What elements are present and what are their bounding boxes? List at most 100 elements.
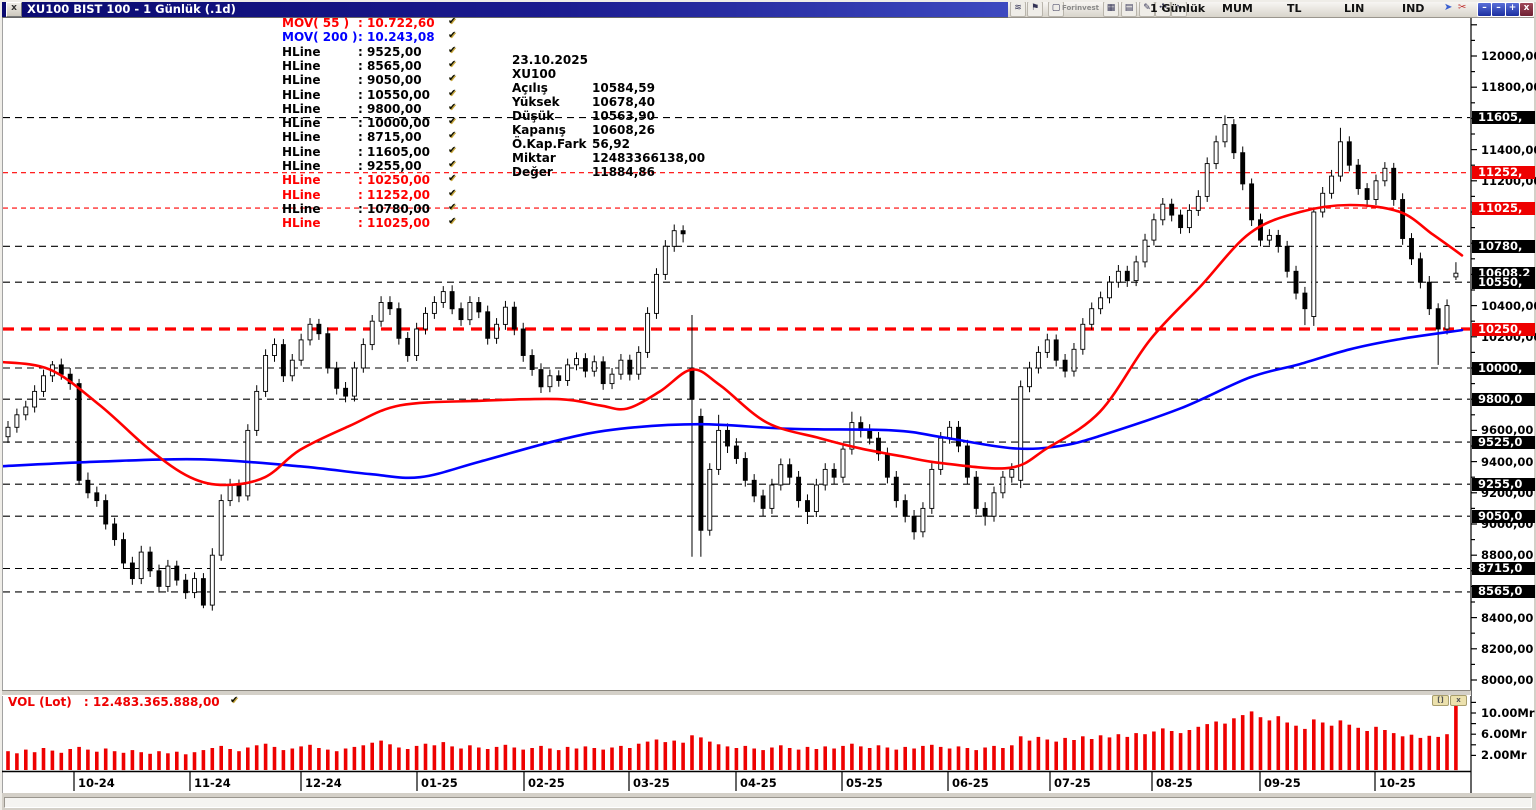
mixer-icon[interactable]: ≋ bbox=[1010, 1, 1026, 17]
tools-icon[interactable]: ✂ bbox=[1458, 2, 1467, 13]
axis-label: 8200,00 bbox=[1481, 641, 1534, 656]
toolbar: ≋ ⚑ ▢ ▦ ▤ ✎ ✣ ∿ Forinvest 1 Günlük MUM TL LIN IND ➤ ✂ – –… bbox=[1008, 0, 1534, 18]
volume-axis-label: 2.00Mr bbox=[1481, 748, 1527, 763]
hline-price-badge: 11252, bbox=[1472, 166, 1535, 180]
vol-restore-button[interactable]: [] bbox=[1432, 695, 1449, 706]
legend-check-icon[interactable]: ✔ bbox=[448, 216, 457, 228]
volume-axis-label: 10.00Mr bbox=[1481, 706, 1535, 720]
info-label: Ö.Kap.Fark bbox=[512, 137, 587, 151]
legend-check-icon[interactable]: ✔ bbox=[448, 30, 457, 42]
hline-price-badge: 10550, bbox=[1472, 275, 1535, 289]
info-value: 10678,40 bbox=[592, 95, 656, 109]
legend-check-icon[interactable]: ✔ bbox=[448, 187, 457, 199]
matrix-icon[interactable]: ▦ bbox=[1103, 1, 1119, 17]
month-label: 08-25 bbox=[1156, 776, 1193, 790]
toolbar-item-tl[interactable]: TL bbox=[1287, 2, 1302, 15]
month-label: 03-25 bbox=[633, 776, 670, 790]
pointer-icon[interactable]: ➤ bbox=[1444, 2, 1453, 13]
hline-price-badge: 9255,0 bbox=[1472, 477, 1535, 491]
axis-label: 11800,00 bbox=[1481, 80, 1536, 95]
legend-check-icon[interactable]: ✔ bbox=[448, 130, 457, 142]
quote-info-box: 23.10.2025 XU100 Açılış 10584,59 Yüksek 106… bbox=[512, 53, 705, 179]
legend-item-label: HLine bbox=[282, 73, 321, 88]
info-value: 56,92 bbox=[592, 137, 630, 151]
window-title: XU100 BIST 100 - 1 Günlük (.1d) bbox=[27, 2, 236, 16]
info-symbol: XU100 bbox=[512, 67, 557, 81]
info-label: Açılış bbox=[512, 81, 548, 95]
hline-price-badge: 11605, bbox=[1472, 111, 1535, 125]
axis-label: 9400,00 bbox=[1481, 454, 1534, 469]
ma200-line bbox=[3, 328, 1464, 480]
hline-price-badge: 9800,0 bbox=[1472, 392, 1535, 406]
info-value: 10584,59 bbox=[592, 81, 656, 95]
legend-check-icon[interactable]: ✔ bbox=[448, 144, 457, 156]
volume-axis-label: 6.00Mr bbox=[1481, 727, 1527, 742]
window-close-left-button[interactable]: x bbox=[6, 2, 22, 17]
restore-button[interactable]: – bbox=[1491, 2, 1506, 17]
legend-item-label: MOV( 55 ) bbox=[282, 16, 350, 30]
legend-item-value: : 10250,00 bbox=[358, 173, 430, 188]
legend-item-value: : 11025,00 bbox=[358, 216, 430, 231]
axis-label: 11400,00 bbox=[1481, 142, 1536, 157]
legend-check-icon[interactable]: ✔ bbox=[448, 201, 457, 213]
legend-item-value: : 10780,00 bbox=[358, 201, 430, 216]
month-label: 09-25 bbox=[1264, 776, 1301, 790]
info-label: Düşük bbox=[512, 109, 555, 123]
maximize-button[interactable]: + bbox=[1505, 2, 1520, 17]
info-label: Yüksek bbox=[512, 95, 560, 109]
volume-check-icon[interactable]: ✔ bbox=[230, 695, 239, 706]
ma55-line bbox=[3, 203, 1464, 487]
toolbar-item-lin[interactable]: LIN bbox=[1344, 2, 1365, 15]
chart-surface[interactable] bbox=[2, 17, 1471, 793]
legend-check-icon[interactable]: ✔ bbox=[448, 159, 457, 170]
info-row: Ö.Kap.Fark 56,92 bbox=[512, 137, 705, 151]
info-label: Miktar bbox=[512, 151, 556, 165]
legend-check-icon[interactable]: ✔ bbox=[448, 73, 457, 85]
legend-item-value: : 8565,00 bbox=[358, 58, 422, 73]
month-label: 06-25 bbox=[952, 776, 989, 790]
axis-label: 10400,00 bbox=[1481, 298, 1536, 313]
toolbar-item-1-günlük[interactable]: 1 Günlük bbox=[1150, 2, 1206, 15]
legend-check-icon[interactable]: ✔ bbox=[448, 87, 457, 99]
legend-item-label: HLine bbox=[282, 173, 321, 188]
volume-legend: VOL (Lot) : 12.483.365.888,00 bbox=[8, 695, 220, 709]
horizontal-scroll-area[interactable] bbox=[4, 797, 1532, 808]
volume-legend-label: VOL (Lot) bbox=[8, 695, 72, 709]
legend-check-icon[interactable]: ✔ bbox=[448, 16, 457, 27]
info-label: Değer bbox=[512, 165, 553, 179]
toolbar-item-mum[interactable]: MUM bbox=[1222, 2, 1253, 15]
legend-item-label: HLine bbox=[282, 144, 321, 159]
hline-price-badge: 10780, bbox=[1472, 239, 1535, 253]
chart-icon[interactable]: ▤ bbox=[1121, 1, 1137, 17]
legend-check-icon[interactable]: ✔ bbox=[448, 116, 457, 128]
legend-item-value: : 10550,00 bbox=[358, 87, 430, 102]
hline-price-badge: 11025, bbox=[1472, 201, 1535, 215]
month-label: 10-24 bbox=[78, 776, 115, 790]
vol-close-button[interactable]: x bbox=[1450, 695, 1467, 706]
legend-check-icon[interactable]: ✔ bbox=[448, 58, 457, 70]
legend-item-value: : 9050,00 bbox=[358, 73, 422, 88]
month-label: 04-25 bbox=[740, 776, 777, 790]
legend-check-icon[interactable]: ✔ bbox=[448, 173, 457, 185]
close-button[interactable]: x bbox=[1519, 2, 1534, 17]
month-label: 05-25 bbox=[846, 776, 883, 790]
toolbar-item-ind[interactable]: IND bbox=[1402, 2, 1425, 15]
hline-price-badge: 8715,0 bbox=[1472, 561, 1535, 575]
hline-price-badge: 9050,0 bbox=[1472, 509, 1535, 523]
titlebar[interactable]: x XU100 BIST 100 - 1 Günlük (.1d) bbox=[2, 0, 1008, 17]
legend-check-icon[interactable]: ✔ bbox=[448, 44, 457, 56]
hline-price-badge: 10000, bbox=[1472, 361, 1535, 375]
legend-check-icon[interactable]: ✔ bbox=[448, 101, 457, 113]
legend-item-value: : 11605,00 bbox=[358, 144, 430, 159]
alarm-icon[interactable]: ⚑ bbox=[1027, 1, 1043, 17]
info-label: Kapanış bbox=[512, 123, 566, 137]
legend-item-label: HLine bbox=[282, 87, 321, 102]
legend-item-value: : 11252,00 bbox=[358, 187, 430, 202]
legend-item-label: MOV( 200 ) bbox=[282, 30, 358, 45]
info-value: 11884,86 bbox=[592, 165, 656, 179]
legend-item-label: HLine bbox=[282, 44, 321, 59]
pane-divider[interactable] bbox=[2, 690, 1471, 696]
month-label: 12-24 bbox=[305, 776, 342, 790]
minimize-button[interactable]: – bbox=[1477, 2, 1492, 17]
